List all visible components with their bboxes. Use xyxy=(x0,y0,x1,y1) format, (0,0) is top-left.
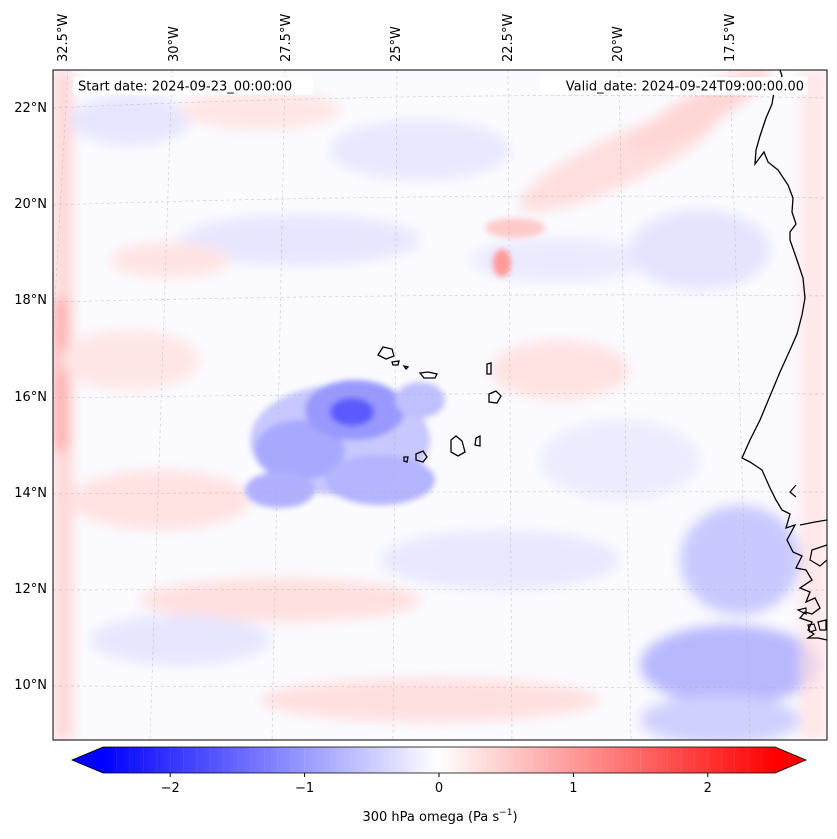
colorbar-label-prefix: 300 hPa omega (Pa s xyxy=(362,810,499,825)
omega-background-noise xyxy=(53,70,827,740)
bijagos-island-1 xyxy=(807,623,817,633)
cape-verde-islands xyxy=(377,346,502,463)
lon-label-27.5w: 27.5°W xyxy=(279,14,294,62)
lon-label-30w: 30°W xyxy=(167,26,182,62)
lon-label-17.5w: 17.5°W xyxy=(723,14,738,62)
omega-ascent-spot xyxy=(485,218,545,277)
colorbar-extend-high xyxy=(775,747,806,773)
africa-coastline xyxy=(741,70,827,641)
island-brava xyxy=(403,456,409,463)
map-panel: Start date: 2024-09-23_00:00:00 Valid_da… xyxy=(52,69,828,741)
colorbar-ticks: −2 −1 0 1 2 xyxy=(161,773,712,796)
start-date-label: Start date: 2024-09-23_00:00:00 xyxy=(78,80,292,95)
colorbar-label-exponent: −1 xyxy=(499,808,512,818)
cb-tick-label: −1 xyxy=(295,781,314,796)
island-maio xyxy=(474,434,481,447)
bijagos-island-2 xyxy=(817,619,827,631)
colorbar-extend-low xyxy=(72,747,103,773)
cb-tick-label: 1 xyxy=(569,781,577,796)
lon-label-22.5w: 22.5°W xyxy=(501,14,516,62)
start-date-box xyxy=(73,77,313,95)
valid-date-box xyxy=(540,77,808,95)
coast-inlet-2 xyxy=(799,519,827,526)
colorbar: −2 −1 0 1 2 300 hPa omega (Pa s−1) xyxy=(70,746,808,825)
island-sao-nicolau xyxy=(418,371,438,379)
colorbar-gradient xyxy=(103,747,775,773)
colorbar-label: 300 hPa omega (Pa s−1) xyxy=(362,808,517,825)
lon-label-32.5w: 32.5°W xyxy=(56,14,71,62)
lat-label-20n: 20°N xyxy=(14,197,47,212)
island-fogo xyxy=(415,450,428,463)
coast-inlet-3 xyxy=(809,544,827,567)
cb-tick-label: 0 xyxy=(435,781,443,796)
cb-tick-label: −2 xyxy=(161,781,180,796)
colorbar-level-steps xyxy=(116,747,762,773)
omega-field xyxy=(53,70,827,740)
colorbar-outline xyxy=(70,746,808,774)
island-santiago xyxy=(450,435,466,457)
cb-tick-label: 2 xyxy=(704,781,712,796)
map-frame xyxy=(52,69,828,741)
island-sal xyxy=(486,362,492,375)
island-sao-vicente xyxy=(391,360,400,366)
island-santo-antao xyxy=(377,346,395,360)
lat-label-10n: 10°N xyxy=(14,678,47,693)
lat-label-18n: 18°N xyxy=(14,293,47,308)
lat-label-16n: 16°N xyxy=(14,390,47,405)
gridlines xyxy=(53,70,827,740)
lat-label-14n: 14°N xyxy=(14,486,47,501)
lon-label-25w: 25°W xyxy=(389,26,404,62)
latitude-labels: 22°N 20°N 18°N 16°N 14°N 12°N 10°N xyxy=(14,101,47,693)
lon-label-20w: 20°W xyxy=(611,26,626,62)
island-boa-vista xyxy=(488,390,502,404)
valid-date-label: Valid_date: 2024-09-24T09:00:00.00 xyxy=(566,80,804,95)
island-santa-luzia xyxy=(402,364,410,371)
bijagos-island-3 xyxy=(796,607,807,615)
longitude-labels: 32.5°W 30°W 27.5°W 25°W 22.5°W 20°W 17.5… xyxy=(56,14,738,62)
coast-inlet-1 xyxy=(789,484,797,498)
lat-label-12n: 12°N xyxy=(14,582,47,597)
colorbar-label-suffix: ) xyxy=(512,810,517,825)
lat-label-22n: 22°N xyxy=(14,101,47,116)
